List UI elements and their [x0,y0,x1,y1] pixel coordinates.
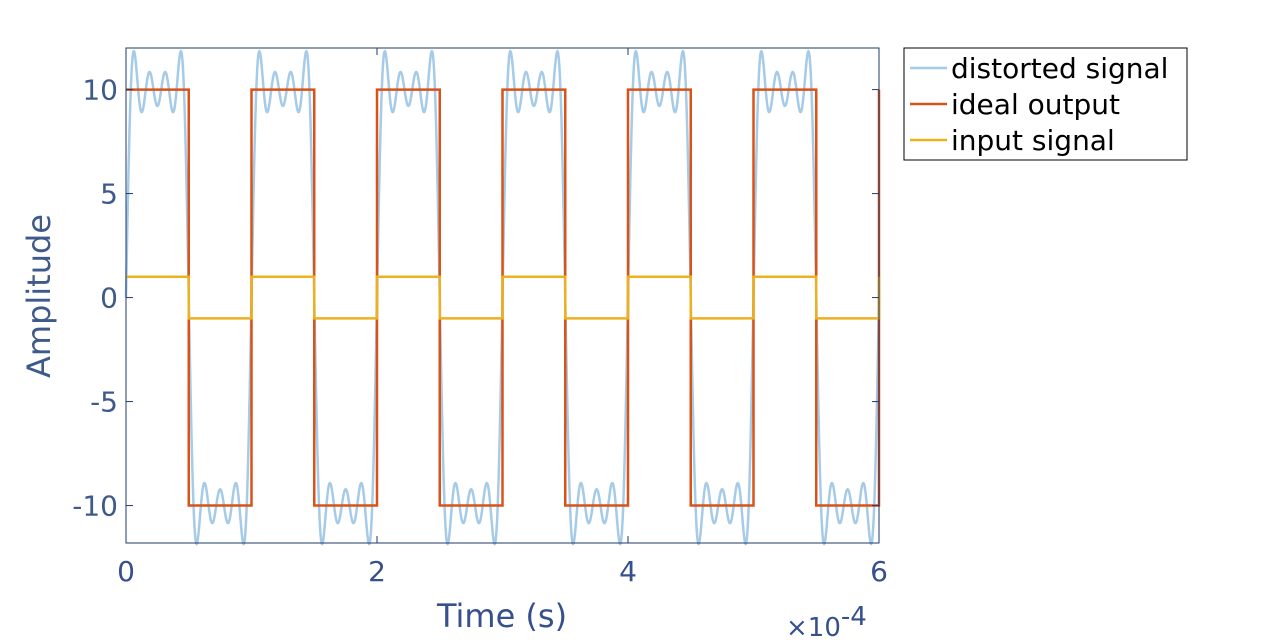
y-tick-label: 10 [82,74,118,107]
y-axis-label: Amplitude [20,214,58,378]
x-tick-label: 0 [117,555,135,588]
legend-box [903,47,1188,161]
y-tick-label: 0 [100,282,118,315]
legend-label: input signal [951,124,1115,157]
legend-item-distorted-signal[interactable]: distorted signal [910,52,1168,85]
legend-item-ideal-output[interactable]: ideal output [910,88,1120,121]
x-tick-label: 2 [368,555,386,588]
plot-border [125,47,880,544]
legend-item-input-signal[interactable]: input signal [910,124,1115,157]
legend-label: ideal output [951,88,1120,121]
y-tick-label: -5 [90,386,118,419]
legend-label: distorted signal [951,52,1168,85]
x-tick-label: 6 [870,555,888,588]
x-multiplier-exponent: -4 [841,602,867,632]
tick-labels: 0 2 4 6 10 5 0 -5 -10 [72,74,888,588]
y-tick-label: -10 [72,490,118,523]
tick-marks [125,48,880,543]
series-line-input-signal [126,275,881,320]
x-multiplier-base: ×10 [786,613,841,643]
x-axis-label: Time (s) [436,597,567,635]
series-layer [124,49,881,546]
series-line-ideal-output [126,88,881,507]
x-tick-label: 4 [619,555,637,588]
y-tick-label: 5 [100,178,118,211]
x-axis-multiplier: ×10-4 [786,602,867,643]
